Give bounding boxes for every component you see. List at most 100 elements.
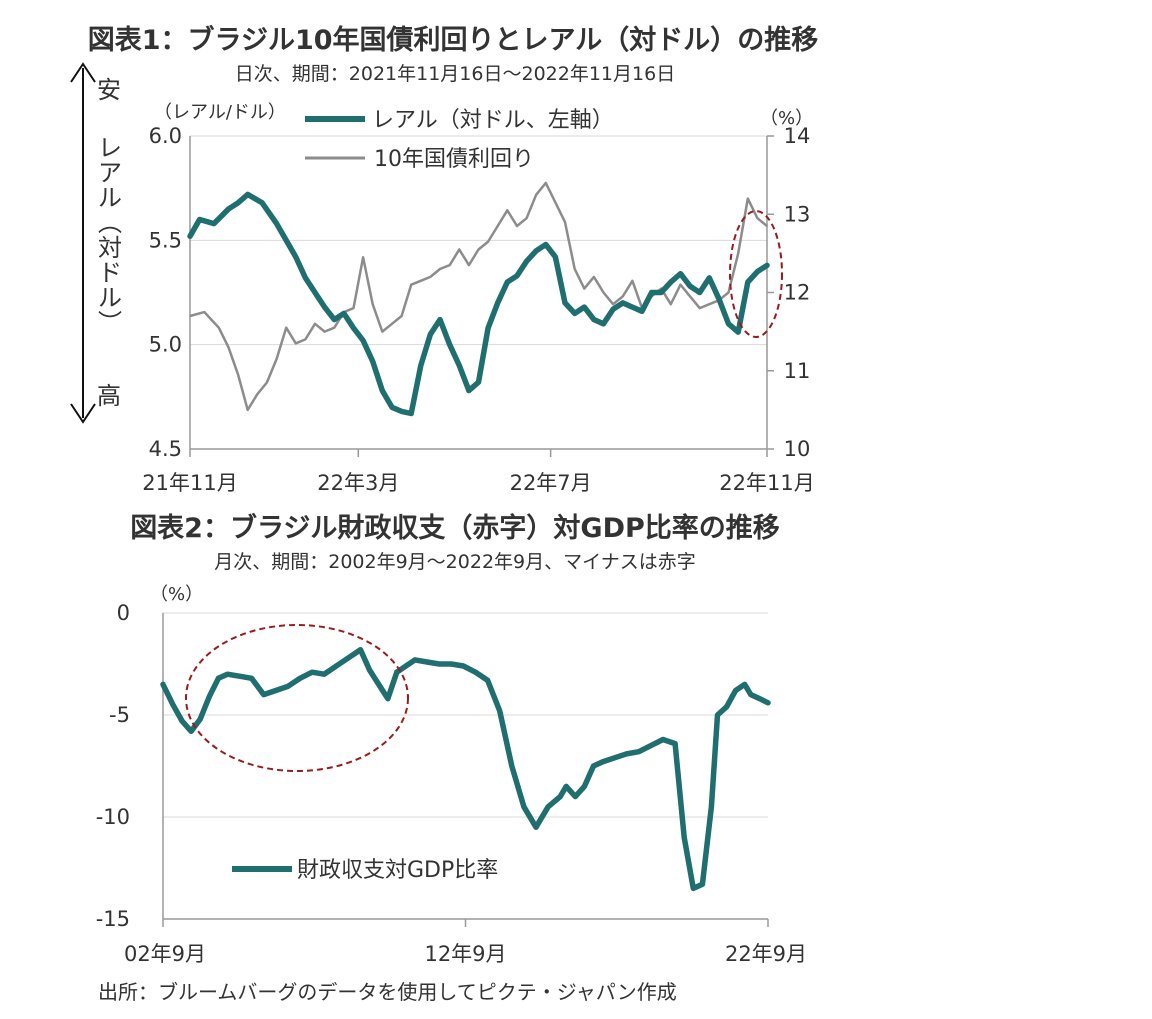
series-point-yield bbox=[545, 182, 547, 184]
series-point-brl bbox=[400, 410, 403, 413]
series-point-yield bbox=[506, 209, 509, 212]
chart1-right-unit: （%） bbox=[760, 108, 813, 129]
series-point-yield bbox=[573, 268, 576, 270]
series-point-yield bbox=[727, 291, 730, 294]
series-point-deficit bbox=[613, 756, 616, 759]
series-point-deficit bbox=[559, 795, 562, 798]
series-point-yield bbox=[564, 221, 566, 223]
chart2-x-tick-label: 02年9月 bbox=[124, 942, 206, 966]
series-point-brl bbox=[352, 326, 355, 329]
legend-label-brl: レアル（対ドル、左軸） bbox=[372, 108, 614, 133]
series-point-brl bbox=[496, 301, 499, 304]
series-point-brl bbox=[294, 256, 297, 259]
series-point-yield bbox=[468, 264, 470, 266]
series-point-brl bbox=[650, 291, 653, 294]
chart1-gridlines bbox=[190, 135, 767, 450]
series-point-yield bbox=[420, 279, 422, 282]
series-point-deficit bbox=[162, 683, 164, 686]
series-point-deficit bbox=[208, 695, 211, 698]
series-point-deficit bbox=[534, 826, 537, 829]
series-point-yield bbox=[218, 326, 220, 329]
series-point-deficit bbox=[274, 689, 277, 692]
series-point-deficit bbox=[386, 697, 389, 700]
series-point-brl bbox=[746, 281, 749, 284]
series-point-brl bbox=[275, 222, 278, 225]
series-point-yield bbox=[602, 291, 605, 294]
series-point-brl bbox=[660, 291, 663, 294]
series-point-deficit bbox=[522, 805, 525, 808]
chart2-y-tick-label: -15 bbox=[96, 907, 130, 931]
series-point-brl bbox=[612, 308, 615, 311]
series-point-brl bbox=[246, 193, 249, 196]
series-point-brl bbox=[323, 306, 326, 309]
side-label-top: 安 bbox=[97, 76, 121, 104]
series-point-yield bbox=[766, 225, 768, 227]
chart1-right-tick-label: 14 bbox=[784, 124, 811, 148]
series-point-yield bbox=[391, 323, 393, 325]
series-point-brl bbox=[439, 318, 442, 321]
chart1-left-tick-label: 4.5 bbox=[149, 437, 182, 461]
series-point-brl bbox=[213, 222, 216, 225]
series-point-yield bbox=[304, 338, 307, 341]
series-point-yield bbox=[285, 326, 287, 329]
series-point-yield bbox=[737, 252, 739, 255]
series-point-deficit bbox=[299, 677, 302, 680]
chart2-tick-labels: 0 -5 -10 -15 02年9月 12年9月 22年9月 bbox=[96, 601, 807, 966]
series-point-brl bbox=[592, 318, 595, 321]
series-point-yield bbox=[439, 268, 441, 270]
chart1-axes bbox=[189, 136, 768, 450]
series-point-deficit bbox=[498, 709, 501, 712]
chart1-x-tick-label: 22年7月 bbox=[510, 471, 592, 495]
series-point-brl bbox=[679, 272, 682, 275]
series-point-yield bbox=[679, 283, 682, 286]
series-point-deficit bbox=[767, 701, 769, 704]
series-point-yield bbox=[516, 225, 518, 227]
series-point-deficit bbox=[625, 752, 628, 755]
series-point-yield bbox=[294, 342, 297, 345]
series-point-yield bbox=[583, 287, 586, 290]
series-point-brl bbox=[314, 291, 317, 294]
series-point-brl bbox=[717, 297, 720, 300]
chart2-unit: （%） bbox=[150, 584, 203, 605]
series-point-brl bbox=[737, 331, 740, 334]
series-point-brl bbox=[285, 239, 288, 242]
series-point-deficit bbox=[190, 730, 193, 733]
chart1-left-tick-label: 5.5 bbox=[149, 228, 182, 252]
series-point-deficit bbox=[758, 697, 761, 700]
series-point-yield bbox=[525, 217, 528, 219]
chart2-x-tick-label: 22年9月 bbox=[725, 942, 807, 966]
series-point-brl bbox=[227, 208, 230, 211]
series-point-deficit bbox=[413, 658, 416, 661]
series-point-deficit bbox=[226, 673, 229, 676]
series-point-deficit bbox=[181, 720, 184, 723]
series-point-yield bbox=[323, 330, 326, 333]
legend-label-deficit: 財政収支対GDP比率 bbox=[297, 858, 498, 883]
chart1-x-tick-label: 21年11月 bbox=[142, 471, 237, 495]
series-point-brl bbox=[766, 264, 768, 267]
series-point-yield bbox=[256, 393, 259, 396]
series-point-brl bbox=[487, 326, 490, 329]
series-point-yield bbox=[698, 307, 701, 309]
series-point-yield bbox=[496, 225, 499, 227]
series-point-deficit bbox=[583, 785, 586, 788]
chart1-left-tick-label: 5.0 bbox=[149, 333, 182, 357]
series-point-brl bbox=[429, 333, 432, 336]
series-point-deficit bbox=[547, 805, 550, 808]
series-point-brl bbox=[554, 256, 557, 259]
series-point-brl bbox=[621, 301, 624, 304]
series-point-deficit bbox=[286, 685, 289, 688]
series-point-deficit bbox=[749, 693, 752, 696]
series-point-deficit bbox=[486, 679, 489, 682]
series-point-deficit bbox=[662, 738, 665, 741]
series-point-brl bbox=[448, 343, 451, 346]
series-point-deficit bbox=[692, 887, 695, 890]
series-point-deficit bbox=[601, 760, 604, 763]
series-point-brl bbox=[506, 281, 509, 284]
series-point-brl bbox=[573, 312, 576, 315]
series-point-yield bbox=[670, 303, 672, 306]
series-point-brl bbox=[410, 412, 413, 415]
series-point-deficit bbox=[649, 744, 652, 747]
series-point-yield bbox=[333, 326, 336, 329]
series-point-yield bbox=[371, 303, 374, 306]
